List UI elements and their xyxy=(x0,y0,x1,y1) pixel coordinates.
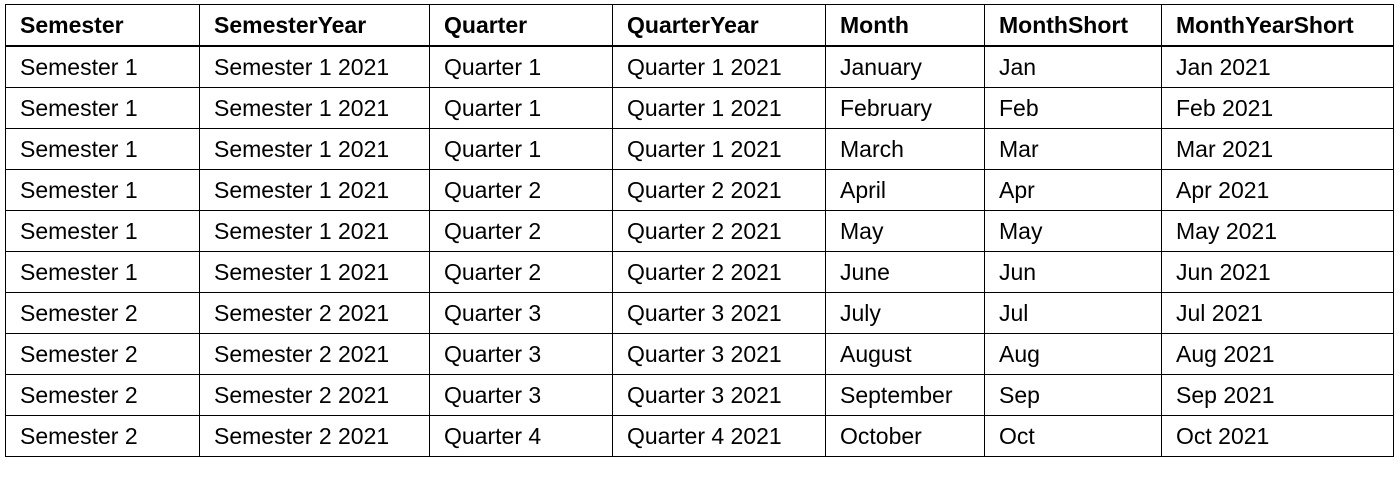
cell-semester: Semester 1 xyxy=(5,251,200,293)
cell-semester: Semester 1 xyxy=(5,45,200,88)
cell-month-year-short: Mar 2021 xyxy=(1161,128,1394,170)
cell-month-short: Apr xyxy=(984,169,1162,211)
cell-semester-year: Semester 1 2021 xyxy=(199,210,430,252)
cell-quarter: Quarter 2 xyxy=(429,251,613,293)
cell-quarter: Quarter 2 xyxy=(429,210,613,252)
cell-month-short: Feb xyxy=(984,87,1162,129)
cell-quarter: Quarter 4 xyxy=(429,415,613,457)
header-semester-year: SemesterYear xyxy=(199,4,430,47)
header-month-year-short: MonthYearShort xyxy=(1161,4,1394,47)
header-quarter: Quarter xyxy=(429,4,613,47)
cell-month-short: Jan xyxy=(984,45,1162,88)
cell-semester-year: Semester 2 2021 xyxy=(199,415,430,457)
cell-month-short: May xyxy=(984,210,1162,252)
cell-month: April xyxy=(825,169,985,211)
cell-month-short: Sep xyxy=(984,374,1162,416)
cell-month: September xyxy=(825,374,985,416)
cell-month-short: Oct xyxy=(984,415,1162,457)
table-row: Semester 2 Semester 2 2021 Quarter 3 Quarte… xyxy=(5,374,1394,416)
cell-semester: Semester 1 xyxy=(5,128,200,170)
header-month-short: MonthShort xyxy=(984,4,1162,47)
cell-quarter: Quarter 3 xyxy=(429,292,613,334)
cell-month: February xyxy=(825,87,985,129)
header-semester: Semester xyxy=(5,4,200,47)
cell-quarter-year: Quarter 3 2021 xyxy=(612,292,826,334)
cell-month: May xyxy=(825,210,985,252)
table-header: Semester SemesterYear Quarter QuarterYea… xyxy=(5,4,1394,47)
table-row: Semester 2 Semester 2 2021 Quarter 4 Quarte… xyxy=(5,415,1394,457)
cell-quarter-year: Quarter 4 2021 xyxy=(612,415,826,457)
cell-quarter: Quarter 3 xyxy=(429,374,613,416)
cell-month-year-short: Sep 2021 xyxy=(1161,374,1394,416)
cell-month-short: Jul xyxy=(984,292,1162,334)
cell-semester: Semester 1 xyxy=(5,210,200,252)
header-quarter-year: QuarterYear xyxy=(612,4,826,47)
table-row: Semester 1 Semester 1 2021 Quarter 2 Quarte… xyxy=(5,251,1394,293)
cell-month-short: Mar xyxy=(984,128,1162,170)
cell-quarter-year: Quarter 2 2021 xyxy=(612,251,826,293)
cell-quarter-year: Quarter 1 2021 xyxy=(612,45,826,88)
cell-semester: Semester 2 xyxy=(5,333,200,375)
table-row: Semester 2 Semester 2 2021 Quarter 3 Quarte… xyxy=(5,333,1394,375)
cell-semester-year: Semester 1 2021 xyxy=(199,87,430,129)
cell-month-short: Aug xyxy=(984,333,1162,375)
cell-quarter: Quarter 1 xyxy=(429,128,613,170)
cell-month: June xyxy=(825,251,985,293)
table-row: Semester 1 Semester 1 2021 Quarter 1 Quarte… xyxy=(5,45,1394,88)
cell-semester-year: Semester 1 2021 xyxy=(199,169,430,211)
cell-quarter-year: Quarter 3 2021 xyxy=(612,374,826,416)
cell-quarter-year: Quarter 1 2021 xyxy=(612,128,826,170)
cell-month-year-short: Aug 2021 xyxy=(1161,333,1394,375)
cell-month: January xyxy=(825,45,985,88)
cell-quarter: Quarter 3 xyxy=(429,333,613,375)
table-body: Semester 1 Semester 1 2021 Quarter 1 Quarte… xyxy=(5,45,1394,457)
table-row: Semester 1 Semester 1 2021 Quarter 1 Quarte… xyxy=(5,128,1394,170)
cell-semester-year: Semester 1 2021 xyxy=(199,45,430,88)
cell-month: March xyxy=(825,128,985,170)
cell-month-year-short: May 2021 xyxy=(1161,210,1394,252)
cell-month-year-short: Jan 2021 xyxy=(1161,45,1394,88)
cell-quarter: Quarter 2 xyxy=(429,169,613,211)
cell-month: July xyxy=(825,292,985,334)
cell-semester-year: Semester 2 2021 xyxy=(199,374,430,416)
date-dimension-table: Semester SemesterYear Quarter QuarterYea… xyxy=(5,4,1394,457)
date-dimension-table-container: Semester SemesterYear Quarter QuarterYea… xyxy=(5,4,1394,457)
cell-semester: Semester 2 xyxy=(5,292,200,334)
cell-month-short: Jun xyxy=(984,251,1162,293)
cell-quarter-year: Quarter 2 2021 xyxy=(612,169,826,211)
table-row: Semester 1 Semester 1 2021 Quarter 2 Quarte… xyxy=(5,169,1394,211)
cell-semester-year: Semester 1 2021 xyxy=(199,251,430,293)
cell-quarter-year: Quarter 1 2021 xyxy=(612,87,826,129)
cell-semester: Semester 2 xyxy=(5,374,200,416)
cell-month: August xyxy=(825,333,985,375)
cell-quarter: Quarter 1 xyxy=(429,45,613,88)
cell-month-year-short: Feb 2021 xyxy=(1161,87,1394,129)
table-row: Semester 1 Semester 1 2021 Quarter 1 Quarte… xyxy=(5,87,1394,129)
cell-semester-year: Semester 1 2021 xyxy=(199,128,430,170)
cell-quarter-year: Quarter 3 2021 xyxy=(612,333,826,375)
header-month: Month xyxy=(825,4,985,47)
table-row: Semester 1 Semester 1 2021 Quarter 2 Quarte… xyxy=(5,210,1394,252)
cell-semester-year: Semester 2 2021 xyxy=(199,333,430,375)
cell-month-year-short: Apr 2021 xyxy=(1161,169,1394,211)
header-row: Semester SemesterYear Quarter QuarterYea… xyxy=(5,4,1394,47)
cell-month-year-short: Oct 2021 xyxy=(1161,415,1394,457)
cell-semester: Semester 1 xyxy=(5,87,200,129)
cell-month-year-short: Jun 2021 xyxy=(1161,251,1394,293)
cell-quarter-year: Quarter 2 2021 xyxy=(612,210,826,252)
cell-semester-year: Semester 2 2021 xyxy=(199,292,430,334)
cell-semester: Semester 1 xyxy=(5,169,200,211)
cell-quarter: Quarter 1 xyxy=(429,87,613,129)
table-row: Semester 2 Semester 2 2021 Quarter 3 Quarte… xyxy=(5,292,1394,334)
cell-month: October xyxy=(825,415,985,457)
cell-month-year-short: Jul 2021 xyxy=(1161,292,1394,334)
cell-semester: Semester 2 xyxy=(5,415,200,457)
